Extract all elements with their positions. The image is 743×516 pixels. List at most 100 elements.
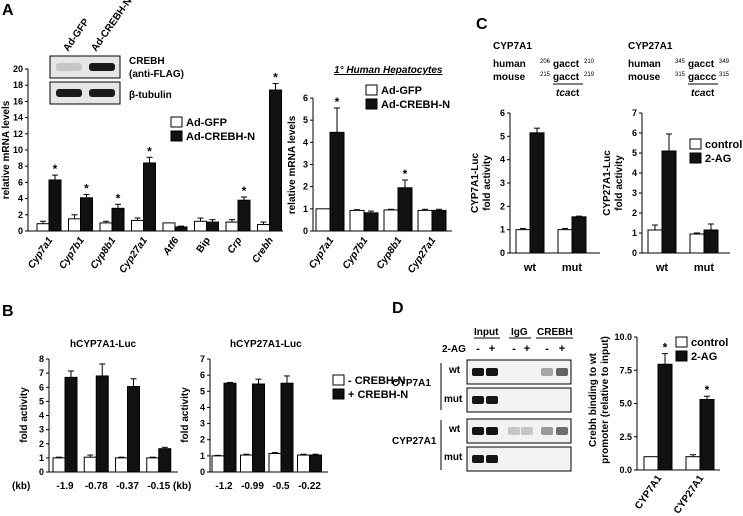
gel-treatment-label: 2-AG xyxy=(442,344,466,355)
b-chart1-category-label: -1.9 xyxy=(56,481,74,492)
d-chart-bar xyxy=(699,399,715,471)
a-mouse-bar xyxy=(225,221,239,232)
b-chart2-tick-label: 2 xyxy=(200,435,205,445)
b-chart1-tick-label: 1 xyxy=(39,453,44,463)
gel-band xyxy=(508,427,520,435)
c-seq2-mouse-post: 315 xyxy=(719,72,730,78)
gel-lane-sign: - xyxy=(476,343,480,355)
a-mouse-tick-label: 20 xyxy=(13,64,23,74)
a-mouse-bar xyxy=(174,226,188,232)
b-chart2-bar xyxy=(280,382,294,473)
a-mouse-tick-label: 4 xyxy=(18,194,23,204)
blot-frame xyxy=(49,81,121,105)
c-chart2-bar xyxy=(703,229,719,254)
b-chart1-bar xyxy=(127,386,140,473)
b-legend-label: + CREBH-N xyxy=(348,389,408,401)
c-seq1-mut-bold: tca xyxy=(556,88,571,99)
b-chart2-chart: 0 1 2 3 4 5 6 7 -1.2 -0.99 -0.5 -0.22 xyxy=(200,354,328,492)
b-chart1-tick-label: 4 xyxy=(39,411,44,421)
a-mouse-category-label: Cyp7a1 xyxy=(26,235,56,271)
panel-letter-c: C xyxy=(476,16,488,33)
a-mouse-sig-star: * xyxy=(242,184,247,198)
a-mouse-category-label: Cyp27a1 xyxy=(117,235,150,275)
b-chart1-tick-label: 8 xyxy=(39,354,44,364)
a-mouse-tick-label: 18 xyxy=(13,80,23,90)
a-mouse-bar xyxy=(257,224,270,232)
a-human-tick-label: 0 xyxy=(303,226,308,236)
gel-band xyxy=(556,368,568,376)
gel-band xyxy=(472,427,484,435)
a-mouse-bar xyxy=(237,199,251,232)
a-mouse-bar xyxy=(162,222,176,232)
a-mouse-category-label: Cyp8b1 xyxy=(89,235,119,271)
gel-band xyxy=(556,427,568,435)
a-human-tick-label: 6 xyxy=(303,93,308,103)
gel-row-wt-2: wt xyxy=(448,424,461,435)
c-chart2-bar xyxy=(661,150,677,254)
b-chart2-tick-label: 7 xyxy=(200,354,205,364)
c-seq1-human-post: 210 xyxy=(584,59,595,65)
a-human-bar xyxy=(329,131,345,232)
c-seq2-mut: tcact xyxy=(691,88,715,99)
a-mouse-tick-label: 2 xyxy=(18,210,23,220)
d-legend-swatch xyxy=(675,336,688,348)
c-chart2-bar xyxy=(647,229,663,254)
b-chart2-tick-label: 5 xyxy=(200,386,205,396)
gel-lane-sign: + xyxy=(559,343,565,355)
gel-frame xyxy=(466,446,572,472)
b-chart2-tick-label: 3 xyxy=(200,419,205,429)
a-human-sig-star: * xyxy=(335,95,340,109)
c-seq1-human-seq: gacct xyxy=(553,59,580,70)
gel-header-input: Input xyxy=(474,327,499,338)
a-human-tick-label: 1 xyxy=(303,204,308,214)
c-chart2-tick-label: 6 xyxy=(632,128,637,138)
d-chart-tick-label: 10.0 xyxy=(614,332,632,342)
c-chart1-bar xyxy=(571,216,587,254)
b-chart2-tick-label: 0 xyxy=(200,467,205,477)
b-legend-label: - CREBH-N xyxy=(348,375,405,387)
d-legend-label: control xyxy=(691,337,728,349)
a-mouse-tick-label: 16 xyxy=(13,96,23,106)
c-legend-swatch xyxy=(689,138,702,150)
c-seq2-mut-bold: tca xyxy=(691,88,706,99)
a-mouse-bar xyxy=(131,219,144,232)
d-chart-sig-star: * xyxy=(663,341,668,355)
c-seq1-mut: tcact xyxy=(556,88,580,99)
b-chart1-bar xyxy=(146,457,160,473)
c-chart2-y-axis-label: fold activity xyxy=(614,155,625,211)
c-chart1-tick-label: 6 xyxy=(500,108,505,118)
a-mouse-legend-swatch xyxy=(170,116,183,128)
c-chart2-tick-label: 5 xyxy=(632,148,637,158)
a-mouse-y-axis-label: relative mRNA levels xyxy=(1,100,12,199)
c-seq1-human-pre: 206 xyxy=(540,59,551,65)
c-legend-swatch xyxy=(689,152,702,164)
a-mouse-category-label: Cyp7b1 xyxy=(57,235,87,271)
a-human-legend-swatch xyxy=(365,84,378,96)
gel-band xyxy=(472,396,484,404)
a-mouse-tick-label: 12 xyxy=(13,129,23,139)
b-chart2-bar xyxy=(223,382,237,473)
c-legend-label: control xyxy=(705,139,742,151)
a-human-bar xyxy=(431,209,447,232)
b-chart2-title: hCYP27A1-Luc xyxy=(230,339,302,350)
c-chart2-category-label: mut xyxy=(694,262,715,274)
a-human-bar xyxy=(383,209,399,232)
gel-frame xyxy=(466,359,572,385)
b-chart1-tick-label: 2 xyxy=(39,439,44,449)
gel-header-igg: IgG xyxy=(511,327,528,338)
c-seq-cyp27a1: CYP27A1 human mouse 345 gacct 349 315 ga… xyxy=(628,41,730,99)
a-mouse-legend-label: Ad-GFP xyxy=(186,117,227,129)
gel-band xyxy=(486,427,498,435)
d-chart-tick-label: 5.0 xyxy=(619,399,632,409)
b-chart2-category-label: -0.5 xyxy=(272,481,290,492)
a-mouse-bar xyxy=(194,220,207,232)
panel-letter-d: D xyxy=(392,300,404,317)
a-mouse-tick-label: 8 xyxy=(18,161,23,171)
c-seq2-title: CYP27A1 xyxy=(628,41,673,52)
d-chart-bar xyxy=(657,363,673,471)
c-chart1-tick-label: 1 xyxy=(500,225,505,235)
a-mouse-category-label: Bip xyxy=(195,235,213,255)
c-chart2-tick-label: 4 xyxy=(632,168,637,178)
blot-band xyxy=(89,63,115,71)
blot-band xyxy=(89,89,115,97)
